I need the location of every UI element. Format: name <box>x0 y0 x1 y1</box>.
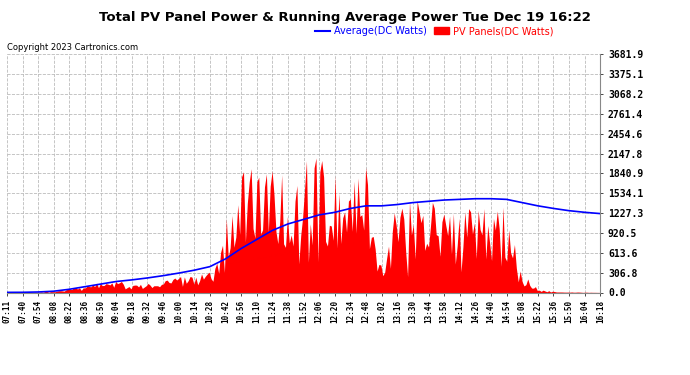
Text: Total PV Panel Power & Running Average Power Tue Dec 19 16:22: Total PV Panel Power & Running Average P… <box>99 11 591 24</box>
Text: Copyright 2023 Cartronics.com: Copyright 2023 Cartronics.com <box>7 43 138 52</box>
Legend: Average(DC Watts), PV Panels(DC Watts): Average(DC Watts), PV Panels(DC Watts) <box>311 22 557 40</box>
